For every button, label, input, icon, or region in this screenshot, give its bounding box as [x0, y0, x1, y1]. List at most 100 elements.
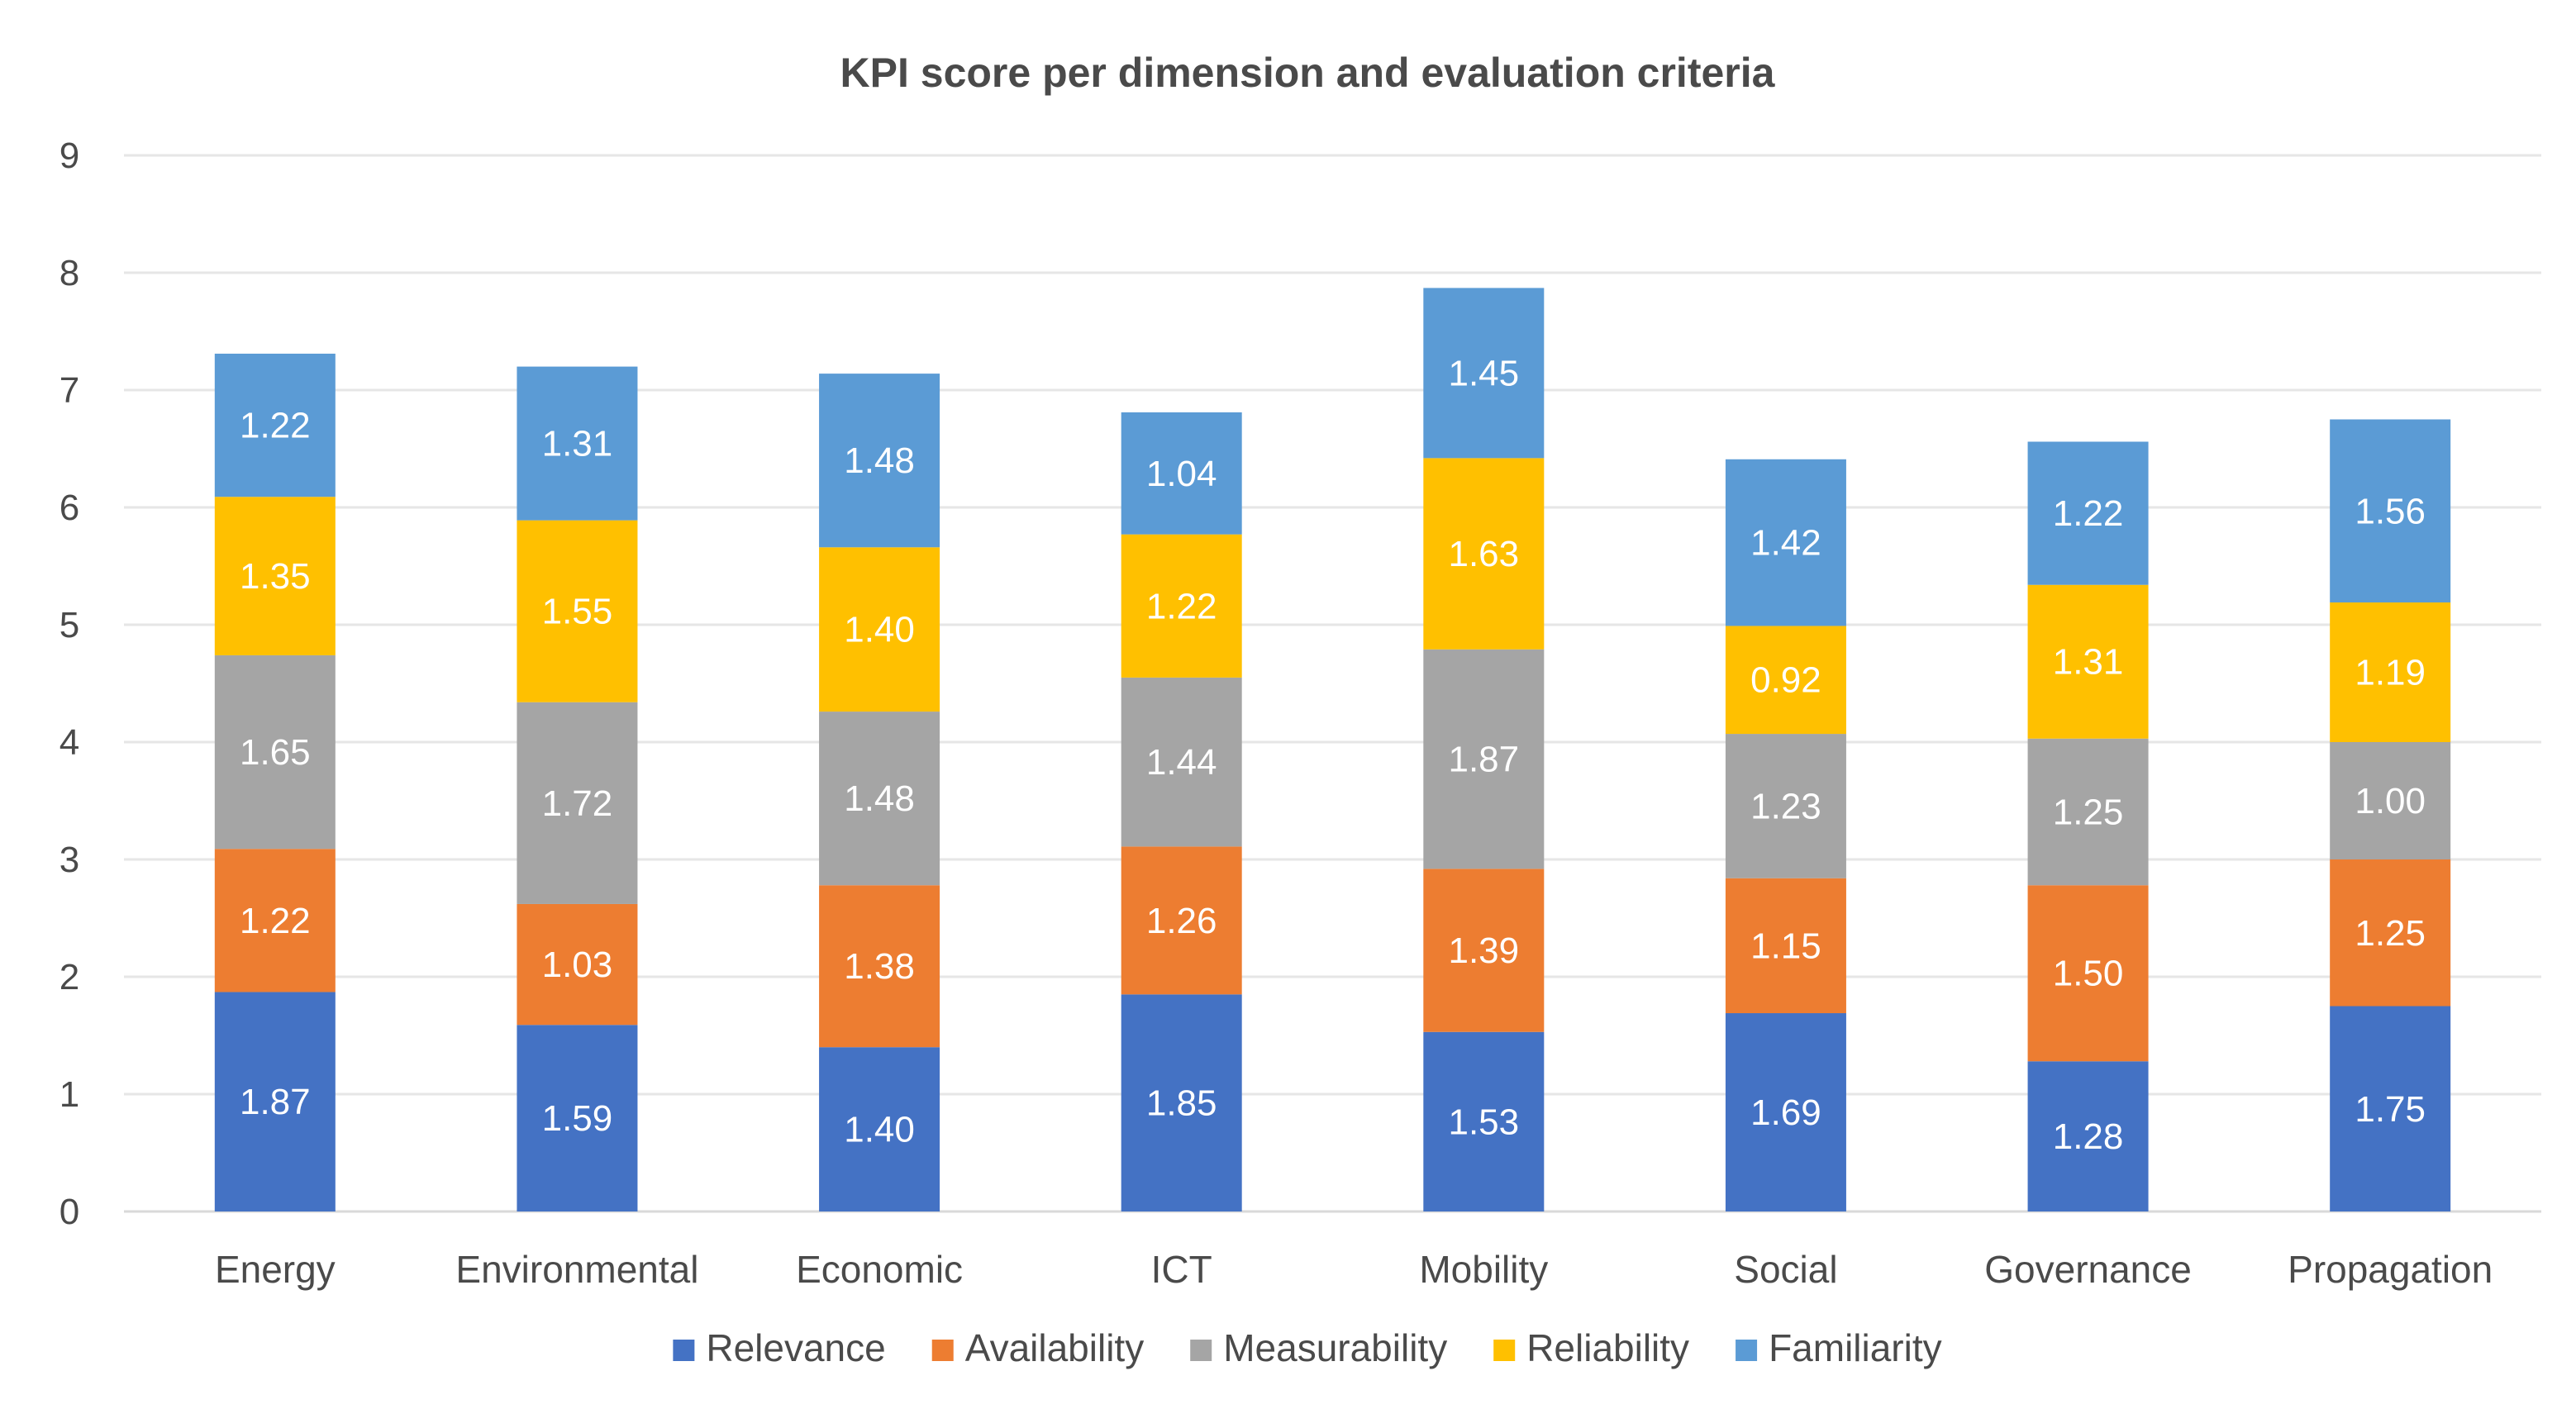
y-tick-label: 9: [60, 136, 79, 176]
bar-segment-reliability: [214, 497, 336, 655]
bar-stack-economic: 1.40 1.38 1.48 1.40 1.48: [819, 374, 940, 1211]
bar-segment-familiarity: [1725, 459, 1846, 626]
bar-segment-relevance: [1423, 1031, 1545, 1211]
x-tick-label: Mobility: [1419, 1248, 1548, 1291]
bar-stack-social: 1.69 1.15 1.23 0.92 1.42: [1725, 459, 1846, 1211]
data-label: 1.04: [1146, 454, 1217, 494]
bar-segment-availability: [819, 885, 940, 1048]
bar-segment-reliability: [2330, 602, 2451, 742]
bar-segment-reliability: [2027, 584, 2149, 739]
bar-segment-familiarity: [819, 374, 940, 548]
data-label: 1.87: [240, 1082, 311, 1122]
bar-segment-familiarity: [517, 366, 638, 521]
bar-segment-familiarity: [1423, 288, 1545, 459]
data-label: 1.28: [2053, 1116, 2124, 1157]
data-label: 1.15: [1750, 926, 1821, 966]
bar-segment-measurability: [1423, 649, 1545, 869]
x-tick-label: Economic: [796, 1248, 963, 1291]
data-label: 1.48: [844, 778, 915, 819]
bar-segment-reliability: [1423, 458, 1545, 650]
x-tick-label: Energy: [215, 1248, 336, 1291]
data-label: 1.19: [2355, 653, 2426, 693]
y-axis-ticks: 0 1 2 3 4 5 6 7 8 9: [60, 136, 79, 1232]
legend-swatch: [1493, 1340, 1516, 1361]
bar-segment-measurability: [819, 712, 940, 886]
y-tick-label: 7: [60, 370, 79, 411]
bar-segment-measurability: [214, 654, 336, 850]
bar-stack-mobility: 1.53 1.39 1.87 1.63 1.45: [1423, 288, 1545, 1211]
data-label: 1.44: [1146, 742, 1217, 783]
y-tick-label: 5: [60, 605, 79, 645]
bar-segment-measurability: [517, 702, 638, 904]
gridlines: [124, 154, 2541, 1213]
legend-item-relevance: Relevance: [673, 1326, 886, 1369]
data-label: 1.63: [1448, 534, 1519, 574]
bar-segment-familiarity: [2330, 419, 2451, 603]
y-tick-label: 2: [60, 957, 79, 997]
y-tick-label: 0: [60, 1192, 79, 1232]
bar-segment-availability: [1423, 869, 1545, 1032]
data-label: 1.23: [1750, 786, 1821, 826]
legend-item-availability: Availability: [931, 1326, 1144, 1369]
data-label: 1.25: [2355, 913, 2426, 954]
legend-label: Measurability: [1223, 1326, 1447, 1369]
bar-segment-familiarity: [1121, 412, 1242, 535]
legend-label: Reliability: [1526, 1326, 1689, 1369]
x-tick-label: Environmental: [455, 1248, 698, 1291]
legend-swatch: [673, 1340, 695, 1361]
bar-segment-relevance: [1121, 994, 1242, 1211]
bar-segment-relevance: [2330, 1006, 2451, 1211]
bar-segment-relevance: [2027, 1061, 2149, 1211]
data-label: 1.31: [2053, 642, 2124, 683]
data-label: 1.35: [240, 556, 311, 597]
data-label: 1.03: [542, 945, 613, 985]
data-label: 1.53: [1448, 1102, 1519, 1142]
bar-segment-availability: [1725, 878, 1846, 1014]
bar-stack-ict: 1.85 1.26 1.44 1.22 1.04: [1121, 412, 1242, 1211]
data-label: 1.22: [1146, 586, 1217, 626]
data-label: 1.38: [844, 946, 915, 987]
legend-label: Availability: [965, 1326, 1144, 1369]
data-label: 1.40: [844, 610, 915, 650]
data-label: 1.25: [2053, 792, 2124, 832]
data-label: 1.50: [2053, 954, 2124, 994]
bar-segment-familiarity: [214, 353, 336, 497]
legend-swatch: [1736, 1340, 1758, 1361]
data-label: 1.22: [240, 901, 311, 941]
data-label: 1.65: [240, 732, 311, 773]
chart-title: KPI score per dimension and evaluation c…: [840, 50, 1776, 96]
data-label: 1.00: [2355, 781, 2426, 821]
bar-segment-relevance: [517, 1025, 638, 1211]
y-tick-label: 4: [60, 722, 79, 763]
data-label: 1.75: [2355, 1089, 2426, 1130]
data-label: 1.55: [542, 592, 613, 632]
bar-segment-availability: [2330, 859, 2451, 1007]
data-label: 1.59: [542, 1098, 613, 1139]
data-label: 1.72: [542, 783, 613, 824]
legend-label: Relevance: [706, 1326, 885, 1369]
y-tick-label: 6: [60, 488, 79, 528]
x-tick-label: ICT: [1151, 1248, 1212, 1291]
data-label: 1.56: [2355, 491, 2426, 531]
x-axis-ticks: Energy Environmental Economic ICT Mobility So…: [215, 1248, 2493, 1291]
legend-label: Familiarity: [1769, 1326, 1942, 1369]
bar-segment-reliability: [819, 547, 940, 712]
bar-stack-propagation: 1.75 1.25 1.00 1.19 1.56: [2330, 419, 2451, 1211]
data-label: 1.40: [844, 1110, 915, 1150]
data-label: 1.69: [1750, 1092, 1821, 1133]
data-label: 1.26: [1146, 901, 1217, 941]
data-label: 1.22: [240, 406, 311, 446]
data-label: 1.42: [1750, 523, 1821, 564]
bar-segment-availability: [214, 849, 336, 992]
data-label: 1.45: [1448, 353, 1519, 393]
bar-segment-availability: [2027, 885, 2149, 1062]
data-label: 0.92: [1750, 660, 1821, 701]
data-label: 1.39: [1448, 931, 1519, 971]
data-label: 1.48: [844, 440, 915, 481]
bar-segment-relevance: [214, 992, 336, 1211]
bar-segment-reliability: [1725, 626, 1846, 735]
x-tick-label: Social: [1734, 1248, 1837, 1291]
bar-stack-governance: 1.28 1.50 1.25 1.31 1.22: [2027, 441, 2149, 1211]
